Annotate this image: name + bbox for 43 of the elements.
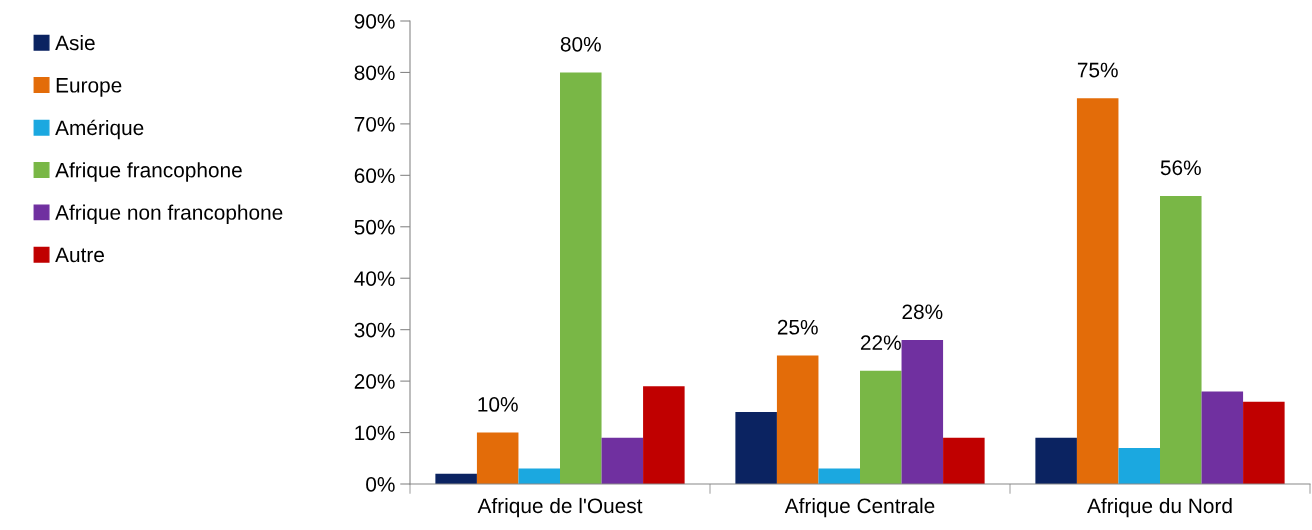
legend-label: Afrique non francophone — [55, 204, 283, 224]
bar — [735, 411, 777, 484]
bar — [818, 468, 860, 484]
legend-label: Afrique francophone — [55, 162, 242, 182]
y-tick-label: 90% — [354, 14, 395, 29]
data-label: 28% — [902, 304, 943, 320]
y-tick-label: 80% — [354, 65, 395, 81]
data-label: 75% — [1077, 62, 1118, 78]
bar — [1035, 437, 1077, 484]
y-tick-label: 50% — [354, 219, 395, 235]
bar — [1243, 401, 1285, 484]
x-tick-label: Afrique de l'Ouest — [477, 497, 643, 518]
bar — [901, 339, 944, 484]
bar — [860, 370, 902, 484]
y-tick-label: 70% — [354, 116, 395, 132]
bar — [1201, 391, 1244, 484]
bar — [943, 437, 985, 484]
bar — [476, 432, 519, 484]
bar — [776, 355, 819, 484]
y-tick-label: 60% — [354, 168, 395, 184]
x-tick-label: Afrique du Nord — [1087, 497, 1232, 518]
bar — [1118, 447, 1160, 484]
data-label: 56% — [1160, 160, 1201, 176]
legend-label: Autre — [55, 247, 104, 263]
data-label: 80% — [560, 36, 601, 52]
y-tick-label: 30% — [354, 322, 395, 338]
bar — [518, 468, 560, 484]
y-tick-label: 20% — [354, 374, 395, 389]
bar — [560, 72, 602, 484]
legend-label: Europe — [56, 78, 122, 97]
legend-label: Amérique — [55, 119, 144, 140]
y-tick-label: 10% — [355, 425, 395, 441]
bar — [1076, 98, 1119, 484]
x-tick-label: Afrique Centrale — [784, 497, 935, 518]
legend-label: Asie — [55, 34, 95, 51]
y-tick-label: 0% — [366, 477, 395, 492]
data-label: 22% — [860, 335, 901, 350]
data-label: 10% — [478, 397, 518, 412]
bar — [601, 437, 644, 484]
data-label: 25% — [777, 319, 818, 335]
y-tick-label: 40% — [354, 271, 395, 286]
bar — [643, 386, 685, 484]
bar — [1160, 195, 1202, 484]
